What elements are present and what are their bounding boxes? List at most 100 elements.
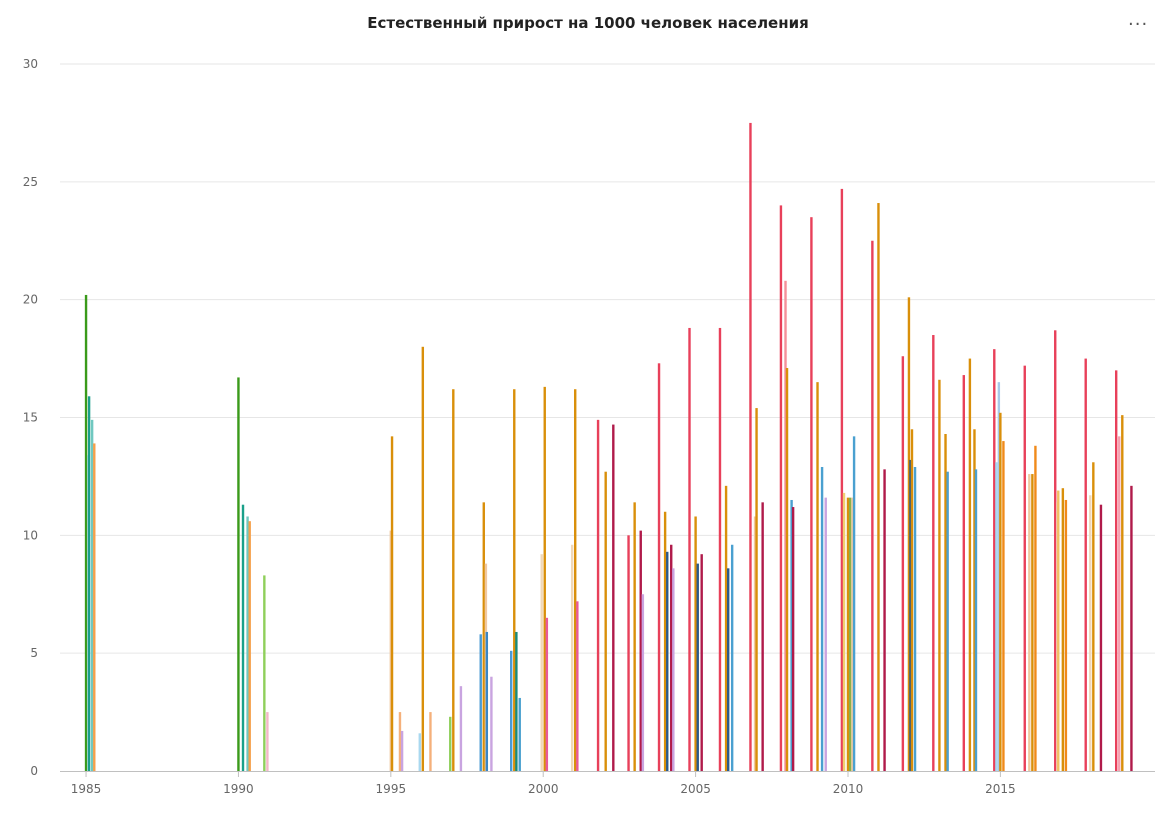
bar-106[interactable] <box>1089 495 1092 771</box>
bar-71[interactable] <box>846 497 850 771</box>
bar-11[interactable] <box>389 530 393 771</box>
bar-86[interactable] <box>946 471 949 771</box>
bar-5[interactable] <box>237 377 240 771</box>
bar-99[interactable] <box>1034 445 1037 771</box>
bar-73[interactable] <box>851 497 854 771</box>
bar-111[interactable] <box>1121 415 1124 771</box>
bar-100[interactable] <box>1054 330 1057 771</box>
bar-53[interactable] <box>724 485 728 771</box>
bar-45[interactable] <box>666 551 669 771</box>
bar-64[interactable] <box>791 507 795 771</box>
bar-22[interactable] <box>482 502 485 771</box>
bar-82[interactable] <box>913 466 917 771</box>
bar-69[interactable] <box>840 188 844 771</box>
bar-44[interactable] <box>663 511 667 771</box>
bar-103[interactable] <box>1061 488 1065 771</box>
bar-108[interactable] <box>1099 504 1103 771</box>
bar-4[interactable] <box>93 443 96 771</box>
bar-87[interactable] <box>962 375 965 771</box>
bar-54[interactable] <box>727 568 730 771</box>
bar-63[interactable] <box>790 499 793 771</box>
bar-76[interactable] <box>877 203 880 772</box>
bar-36[interactable] <box>596 419 600 771</box>
bar-58[interactable] <box>755 408 758 771</box>
bar-19[interactable] <box>452 389 455 771</box>
bar-15[interactable] <box>418 733 421 771</box>
bar-26[interactable] <box>510 650 513 771</box>
bar-83[interactable] <box>932 335 935 771</box>
bar-32[interactable] <box>545 617 549 771</box>
bar-14[interactable] <box>400 730 404 771</box>
bar-93[interactable] <box>997 382 1001 771</box>
bar-27[interactable] <box>513 389 516 771</box>
bar-109[interactable] <box>1114 370 1118 771</box>
bar-12[interactable] <box>390 436 394 771</box>
bar-56[interactable] <box>749 122 752 772</box>
bar-68[interactable] <box>824 497 827 771</box>
bar-41[interactable] <box>639 530 642 771</box>
bar-49[interactable] <box>694 516 697 771</box>
bar-104[interactable] <box>1064 499 1068 771</box>
bar-24[interactable] <box>485 631 489 771</box>
bar-40[interactable] <box>633 502 636 771</box>
bar-67[interactable] <box>820 466 824 771</box>
bar-57[interactable] <box>753 516 757 771</box>
bar-90[interactable] <box>974 469 978 771</box>
bar-47[interactable] <box>672 568 675 771</box>
bar-10[interactable] <box>266 712 269 771</box>
bar-75[interactable] <box>871 240 874 771</box>
bar-42[interactable] <box>641 594 645 771</box>
bar-7[interactable] <box>246 516 249 771</box>
bar-110[interactable] <box>1118 436 1121 771</box>
bar-18[interactable] <box>449 716 452 771</box>
bar-34[interactable] <box>574 389 577 771</box>
bar-39[interactable] <box>627 535 630 771</box>
bar-72[interactable] <box>848 497 852 771</box>
bar-52[interactable] <box>718 327 722 771</box>
bar-85[interactable] <box>944 434 947 771</box>
bar-61[interactable] <box>784 280 787 771</box>
bar-31[interactable] <box>543 386 546 771</box>
bar-98[interactable] <box>1031 474 1034 771</box>
bar-20[interactable] <box>459 686 463 771</box>
bar-88[interactable] <box>968 358 972 771</box>
bar-51[interactable] <box>700 554 703 771</box>
bar-89[interactable] <box>973 429 976 771</box>
bar-105[interactable] <box>1084 358 1087 771</box>
bar-102[interactable] <box>1057 490 1060 771</box>
bar-79[interactable] <box>907 297 911 771</box>
bar-74[interactable] <box>852 436 856 771</box>
bar-0[interactable] <box>84 294 88 771</box>
bar-38[interactable] <box>612 424 615 771</box>
bar-62[interactable] <box>785 368 789 771</box>
bar-91[interactable] <box>993 349 996 771</box>
bar-95[interactable] <box>1002 441 1005 771</box>
bar-43[interactable] <box>657 363 661 771</box>
bar-48[interactable] <box>688 327 691 771</box>
bar-78[interactable] <box>901 356 905 771</box>
bar-80[interactable] <box>909 459 912 771</box>
bar-13[interactable] <box>398 712 402 771</box>
bar-55[interactable] <box>730 544 734 771</box>
bar-25[interactable] <box>490 676 493 771</box>
bar-60[interactable] <box>779 205 783 771</box>
bar-50[interactable] <box>696 563 699 771</box>
bar-84[interactable] <box>938 379 941 771</box>
bar-77[interactable] <box>883 469 886 771</box>
bar-35[interactable] <box>576 601 579 771</box>
bar-96[interactable] <box>1023 365 1026 771</box>
bar-3[interactable] <box>90 419 94 771</box>
bar-107[interactable] <box>1092 462 1095 771</box>
bar-30[interactable] <box>540 554 543 771</box>
bar-16[interactable] <box>421 346 425 771</box>
bar-112[interactable] <box>1130 485 1133 771</box>
bar-21[interactable] <box>479 634 482 771</box>
bar-29[interactable] <box>518 697 521 771</box>
bar-17[interactable] <box>429 712 432 771</box>
bar-28[interactable] <box>515 631 518 771</box>
bar-6[interactable] <box>241 504 245 771</box>
bar-97[interactable] <box>1028 474 1031 771</box>
chart-menu-button[interactable]: ··· <box>1128 14 1149 35</box>
bar-9[interactable] <box>263 575 266 771</box>
bar-65[interactable] <box>810 217 813 771</box>
